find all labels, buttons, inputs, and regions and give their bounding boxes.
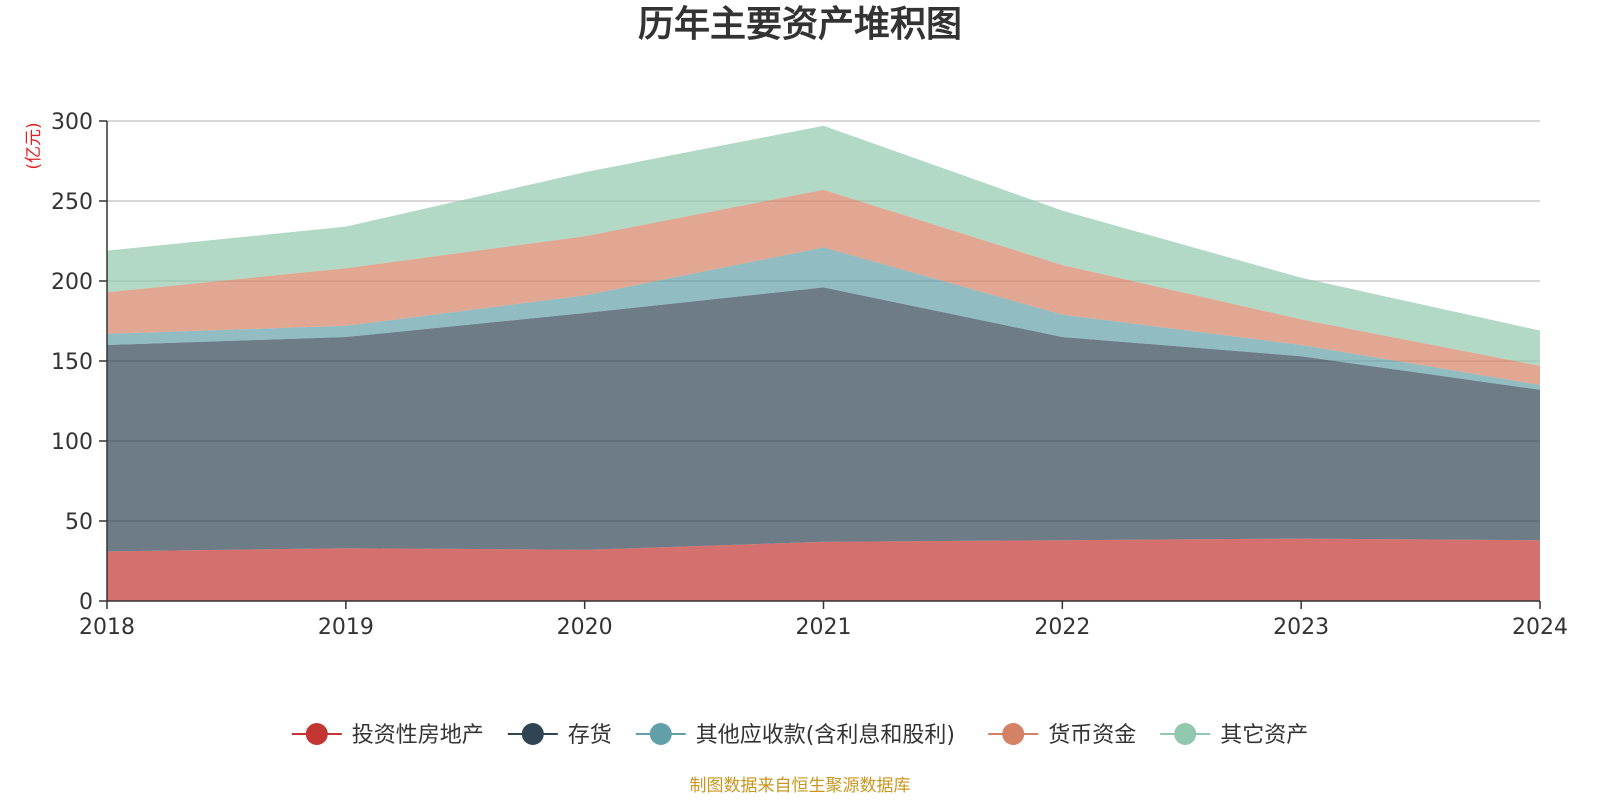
x-tick-label: 2019 [318,615,374,640]
legend-item-0[interactable]: 投资性房地产 [291,723,484,748]
source-note: 制图数据来自恒生聚源数据库 [690,776,911,796]
legend-marker [649,723,672,745]
legend-label: 货币资金 [1048,723,1136,748]
y-tick-label: 50 [65,510,93,535]
legend-item-1[interactable]: 存货 [507,723,612,748]
area-series-3[interactable] [107,189,1540,385]
legend-marker [1174,723,1197,745]
y-tick-label: 300 [51,110,93,135]
legend-label: 其他应收款(含利息和股利) [696,723,955,748]
y-axis-unit-label: (亿元) [24,122,44,169]
y-tick-label: 0 [79,590,93,615]
area-series-4[interactable] [107,125,1540,366]
legend-item-3[interactable]: 货币资金 [988,723,1136,748]
x-tick-label: 2021 [796,615,852,640]
x-tick-label: 2023 [1273,615,1329,640]
area-series-1[interactable] [107,287,1540,552]
axes: 0 50 100 150 200 250 300 2018 2019 2020 2021 2022 20… [51,110,1568,640]
legend-label: 存货 [568,723,612,748]
area-series-group [107,125,1540,601]
y-tick-label: 100 [51,430,93,455]
y-tick-label: 200 [51,270,93,295]
area-series-0[interactable] [107,538,1540,601]
legend-marker [1002,723,1025,745]
y-tick-label: 250 [51,190,93,215]
x-tick-label: 2022 [1034,615,1090,640]
legend-item-4[interactable]: 其它资产 [1160,723,1308,748]
y-tick-label: 150 [51,350,93,375]
legend-item-2[interactable]: 其他应收款(含利息和股利) [635,723,955,748]
chart-title: 历年主要资产堆积图 [638,4,962,45]
legend-label: 其它资产 [1220,723,1308,748]
legend-label: 投资性房地产 [352,723,484,748]
x-tick-label: 2018 [79,615,135,640]
x-tick-label: 2020 [557,615,613,640]
legend-marker [305,723,328,745]
area-series-2[interactable] [107,247,1540,390]
legend: 投资性房地产 存货 其他应收款(含利息和股利) 货币资金 其它资产 [291,723,1308,748]
legend-marker [521,723,544,745]
x-tick-label: 2024 [1512,615,1568,640]
